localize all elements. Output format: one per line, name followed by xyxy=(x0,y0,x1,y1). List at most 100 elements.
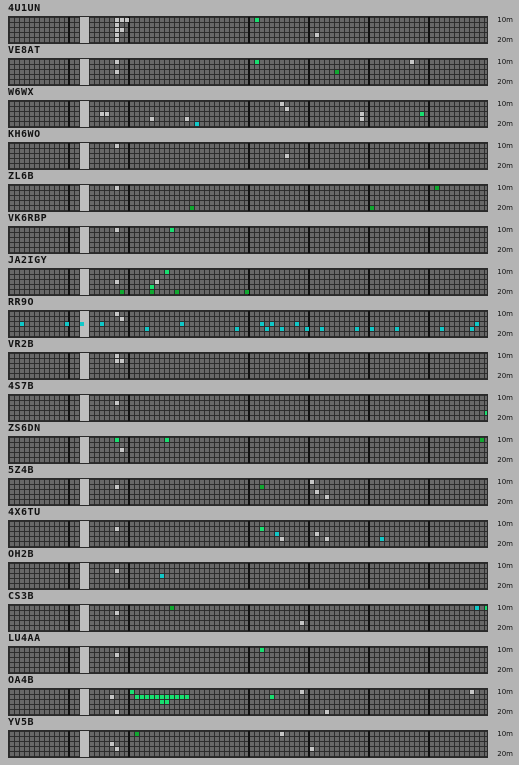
signal-cell xyxy=(175,290,179,294)
signal-cell xyxy=(185,695,189,699)
signal-cell xyxy=(315,490,319,494)
signal-cell xyxy=(115,60,119,64)
signal-cell xyxy=(370,206,374,210)
signal-cell xyxy=(410,60,414,64)
signal-cell xyxy=(175,695,179,699)
band-label-top: 10m xyxy=(497,520,513,528)
signal-cell xyxy=(165,695,169,699)
signal-cell xyxy=(360,112,364,116)
signal-cell xyxy=(115,28,119,32)
band-label-top: 10m xyxy=(497,184,513,192)
signal-cell xyxy=(160,695,164,699)
hour-separator xyxy=(68,395,70,421)
hour-separator xyxy=(428,269,430,295)
signal-cell xyxy=(265,327,269,331)
signal-cell xyxy=(120,290,124,294)
signal-cell xyxy=(115,23,119,27)
signal-cell xyxy=(115,70,119,74)
hour-separator xyxy=(68,689,70,715)
station-row: OH2B 10m 20m xyxy=(0,549,519,592)
signal-cell xyxy=(260,648,264,652)
station-callsign: OH2B xyxy=(8,549,35,560)
signal-cell xyxy=(280,327,284,331)
signal-cell xyxy=(115,747,119,751)
station-callsign: YV5B xyxy=(8,717,35,728)
signal-cell xyxy=(155,695,159,699)
signal-cell xyxy=(115,144,119,148)
daylight-column xyxy=(80,437,89,463)
propagation-grid xyxy=(8,310,488,338)
hour-separator xyxy=(128,479,130,505)
hour-separator xyxy=(128,269,130,295)
hour-separator xyxy=(248,185,250,211)
signal-cell xyxy=(140,695,144,699)
signal-cell xyxy=(485,411,487,415)
signal-cell xyxy=(115,354,119,358)
hour-separator xyxy=(128,59,130,85)
propagation-grid xyxy=(8,520,488,548)
hour-separator xyxy=(368,227,370,253)
signal-cell xyxy=(115,653,119,657)
band-label-top: 10m xyxy=(497,310,513,318)
signal-cell xyxy=(115,359,119,363)
signal-cell xyxy=(115,228,119,232)
propagation-grid xyxy=(8,604,488,632)
hour-separator xyxy=(248,731,250,757)
hour-separator xyxy=(128,311,130,337)
hour-separator xyxy=(68,269,70,295)
hour-separator xyxy=(128,437,130,463)
hour-separator xyxy=(308,605,310,631)
signal-cell xyxy=(420,112,424,116)
hour-separator xyxy=(128,17,130,43)
signal-cell xyxy=(195,122,199,126)
signal-cell xyxy=(115,527,119,531)
signal-cell xyxy=(120,317,124,321)
hour-separator xyxy=(128,731,130,757)
hour-separator xyxy=(248,353,250,379)
signal-cell xyxy=(115,569,119,573)
band-label-bottom: 20m xyxy=(497,582,513,590)
hour-separator xyxy=(428,59,430,85)
hour-separator xyxy=(308,479,310,505)
hour-separator xyxy=(368,101,370,127)
station-row: OA4B 10m 20m xyxy=(0,675,519,718)
signal-cell xyxy=(130,690,134,694)
signal-cell xyxy=(435,186,439,190)
daylight-column xyxy=(80,101,89,127)
hour-separator xyxy=(248,395,250,421)
band-label-top: 10m xyxy=(497,226,513,234)
station-row: YV5B 10m 20m xyxy=(0,717,519,760)
band-label-bottom: 20m xyxy=(497,246,513,254)
station-callsign: ZS6DN xyxy=(8,423,41,434)
hour-separator xyxy=(128,395,130,421)
band-label-top: 10m xyxy=(497,58,513,66)
hour-separator xyxy=(308,353,310,379)
signal-cell xyxy=(440,327,444,331)
signal-cell xyxy=(270,322,274,326)
hour-separator xyxy=(248,689,250,715)
daylight-column xyxy=(80,311,89,337)
band-label-bottom: 20m xyxy=(497,36,513,44)
signal-cell xyxy=(125,18,129,22)
hour-separator xyxy=(68,605,70,631)
station-row: RR9O 10m 20m xyxy=(0,297,519,340)
hour-separator xyxy=(368,17,370,43)
signal-cell xyxy=(335,70,339,74)
signal-cell xyxy=(205,127,209,128)
station-callsign: KH6WO xyxy=(8,129,41,140)
signal-cell xyxy=(255,18,259,22)
signal-cell xyxy=(285,154,289,158)
signal-cell xyxy=(80,322,84,326)
station-callsign: ZL6B xyxy=(8,171,35,182)
daylight-column xyxy=(80,17,89,43)
band-label-top: 10m xyxy=(497,142,513,150)
signal-cell xyxy=(280,537,284,541)
hour-separator xyxy=(428,227,430,253)
daylight-column xyxy=(80,563,89,589)
signal-cell xyxy=(20,322,24,326)
hour-separator xyxy=(308,395,310,421)
hour-separator xyxy=(368,269,370,295)
hour-separator xyxy=(248,17,250,43)
band-label-bottom: 20m xyxy=(497,750,513,758)
station-row: KH6WO 10m 20m xyxy=(0,129,519,172)
